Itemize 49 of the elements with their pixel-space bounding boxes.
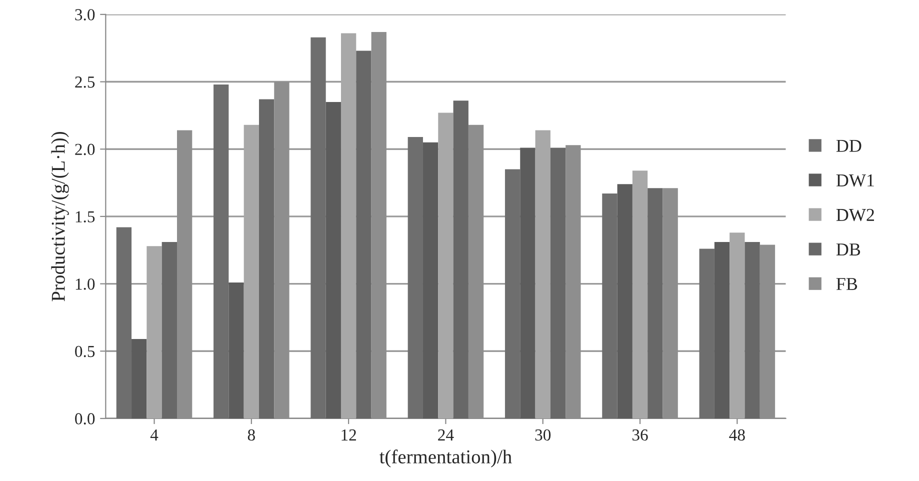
x-tick-label: 48 [729, 429, 745, 441]
bar [453, 100, 468, 418]
bar [535, 130, 550, 418]
bar [340, 33, 356, 418]
bar [356, 50, 372, 418]
bar [617, 184, 632, 418]
legend-label: FB [836, 278, 858, 290]
bar [162, 242, 177, 418]
legend-label: DW1 [836, 174, 874, 187]
bar [116, 227, 132, 418]
bar [228, 282, 244, 418]
x-axis-title: t(fermentation)/h [380, 450, 512, 468]
bar [648, 188, 663, 418]
bar [326, 102, 341, 418]
x-tick-label: 24 [438, 429, 454, 440]
bar [632, 170, 648, 418]
x-tick-label: 4 [150, 429, 158, 440]
y-tick-label: 3.0 [75, 9, 95, 20]
bar [550, 148, 566, 418]
bar [408, 136, 423, 418]
bar [714, 242, 730, 418]
bar [438, 112, 454, 418]
legend-label: DB [836, 244, 860, 256]
bar [132, 339, 147, 418]
bar [504, 169, 520, 418]
bar [699, 248, 714, 418]
bar [602, 194, 618, 418]
bar [730, 232, 745, 418]
y-tick-label: 1.0 [76, 278, 95, 290]
x-tick-label: 12 [342, 429, 356, 440]
bar [146, 246, 162, 418]
y-tick-label: 0.5 [75, 346, 95, 358]
bar [258, 99, 274, 418]
y-tick-label: 0.0 [75, 413, 95, 424]
bar [422, 142, 438, 418]
bar [310, 37, 326, 418]
bar [744, 242, 760, 418]
y-tick-label: 2.5 [75, 76, 95, 88]
x-tick-label: 30 [535, 429, 551, 441]
legend-label: DD [836, 140, 862, 152]
x-tick-label: 36 [632, 429, 648, 441]
bar [244, 124, 259, 418]
bar [520, 148, 536, 418]
legend-label: DW2 [836, 208, 874, 222]
x-tick-label: 8 [248, 429, 255, 441]
y-axis-title: Productivity/(g/(L·h)) [51, 132, 69, 302]
bar [214, 84, 229, 418]
y-tick-label: 1.5 [76, 211, 95, 222]
y-tick-label: 2.0 [75, 144, 95, 156]
